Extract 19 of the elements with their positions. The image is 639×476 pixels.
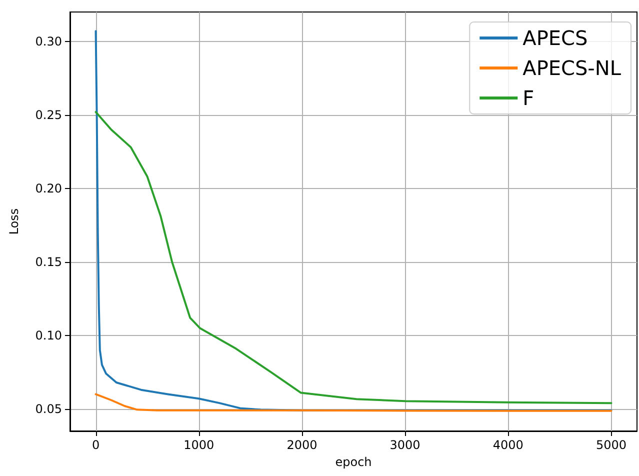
y-tick-label: 0.10 xyxy=(35,328,62,342)
x-tick-label: 0 xyxy=(92,438,100,452)
x-tick-label: 3000 xyxy=(390,438,420,452)
x-tick-label: 2000 xyxy=(286,438,318,452)
x-tick-label: 5000 xyxy=(596,438,626,452)
y-tick-label: 0.25 xyxy=(35,108,62,122)
line-series xyxy=(94,393,612,412)
x-tick-label: 4000 xyxy=(492,438,524,452)
y-tick-label: 0.30 xyxy=(35,34,62,48)
y-tick-label: 0.15 xyxy=(35,254,62,269)
line-series xyxy=(94,110,612,404)
x-tick-label: 1000 xyxy=(184,438,214,452)
legend-label: APECS-NL xyxy=(522,56,622,80)
y-tick-label: 0.05 xyxy=(35,402,62,416)
x-axis-title: epoch xyxy=(335,454,372,469)
y-axis-title: Loss xyxy=(7,208,21,235)
legend-label: APECS xyxy=(522,26,588,50)
legend-label: F xyxy=(522,86,534,110)
y-tick-label: 0.20 xyxy=(35,181,62,196)
